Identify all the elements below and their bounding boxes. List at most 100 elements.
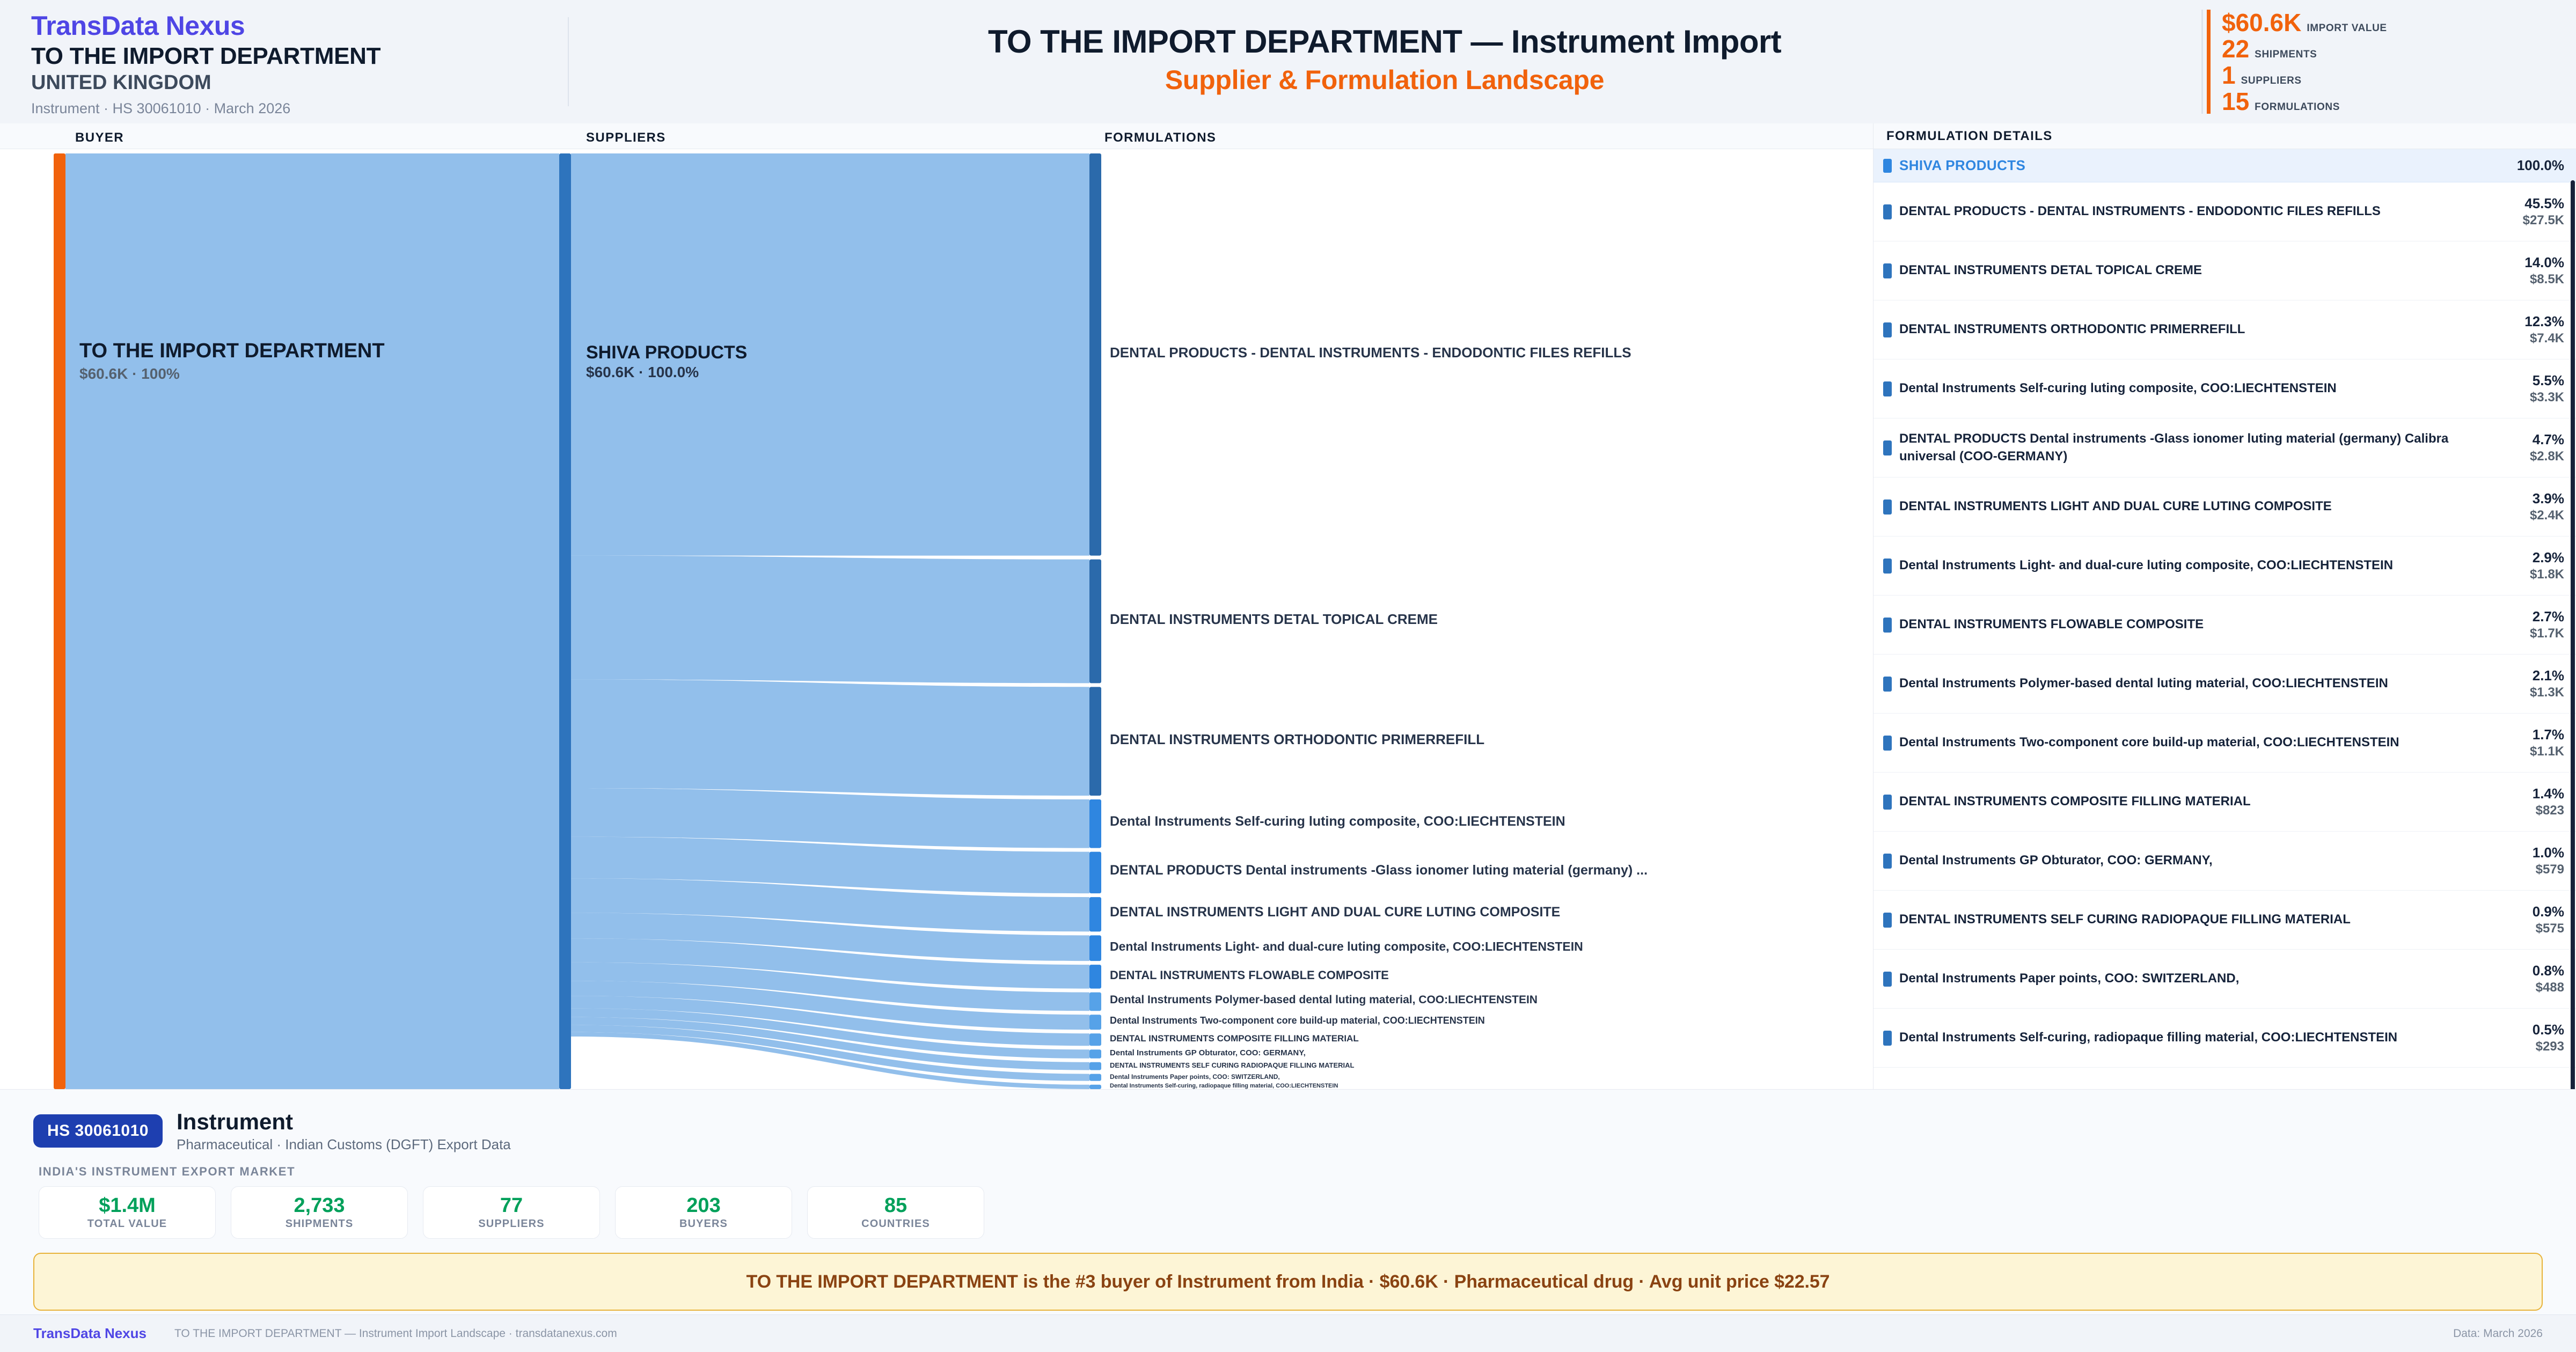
sankey-node-formulation[interactable] — [1089, 799, 1101, 848]
details-row[interactable]: Dental Instruments Polymer-based dental … — [1874, 655, 2576, 714]
sankey-link-supplier-formulation[interactable] — [571, 555, 1089, 684]
details-row[interactable]: Dental Instruments Light- and dual-cure … — [1874, 537, 2576, 596]
formulation-pct: 2.9% — [2532, 549, 2564, 566]
kpi-label: FORMULATIONS — [2255, 101, 2340, 113]
formulation-values: 1.4% $823 — [2494, 785, 2564, 819]
sankey-link-supplier-formulation[interactable] — [571, 938, 1089, 989]
sankey-node-formulation[interactable] — [1089, 1062, 1101, 1070]
formulation-name: Dental Instruments Paper points, COO: SW… — [1899, 971, 2240, 986]
kpi-value: $60.6K — [2222, 8, 2302, 36]
formulation-name: DENTAL INSTRUMENTS SELF CURING RADIOPAQU… — [1899, 912, 2351, 927]
details-row[interactable]: Dental Instruments Self-curing, radiopaq… — [1874, 1009, 2576, 1068]
kpi-rule-accent — [2207, 10, 2211, 114]
sankey-link-supplier-formulation[interactable] — [571, 153, 1089, 556]
details-row[interactable]: DENTAL INSTRUMENTS FLOWABLE COMPOSITE 2.7… — [1874, 596, 2576, 655]
sankey-node-formulation[interactable] — [1089, 559, 1101, 684]
sankey-node-formulation[interactable] — [1089, 153, 1101, 556]
header-country: UNITED KINGDOM — [31, 71, 211, 94]
formulation-color-chip — [1883, 912, 1892, 928]
sankey-chart-panel: BUYER SUPPLIERS FORMULATIONS TO THE IMPO… — [0, 123, 1873, 1089]
formulation-values: 0.5% $293 — [2494, 1021, 2564, 1055]
formulation-pct: 1.4% — [2532, 785, 2564, 802]
stat-card: 77 SUPPLIERS — [423, 1186, 600, 1239]
sankey-link-supplier-formulation[interactable] — [571, 836, 1089, 894]
header-left-block: TransData Nexus TO THE IMPORT DEPARTMENT… — [0, 0, 569, 123]
details-supplier-row[interactable]: SHIVA PRODUCTS 100.0% — [1874, 149, 2576, 182]
formulation-pct: 2.1% — [2532, 667, 2564, 684]
details-row[interactable]: Dental Instruments Two-component core bu… — [1874, 714, 2576, 773]
formulation-pct: 1.0% — [2532, 844, 2564, 861]
details-row[interactable]: DENTAL INSTRUMENTS COMPOSITE FILLING MAT… — [1874, 773, 2576, 832]
formulation-color-chip — [1883, 1030, 1892, 1046]
details-row[interactable]: DENTAL PRODUCTS - DENTAL INSTRUMENTS - E… — [1874, 182, 2576, 241]
formulation-amount: $579 — [2535, 862, 2564, 877]
sankey-link-supplier-formulation[interactable] — [571, 788, 1089, 848]
sankey-link-supplier-formulation[interactable] — [571, 1032, 1089, 1089]
formulation-pct: 3.9% — [2532, 490, 2564, 507]
page-title-buyer: TO THE IMPORT DEPARTMENT — [987, 23, 1462, 60]
sankey-node-formulation[interactable] — [1089, 1084, 1101, 1089]
details-row[interactable]: Dental Instruments Self-curing luting co… — [1874, 359, 2576, 418]
sankey-link-supplier-formulation[interactable] — [571, 962, 1089, 1011]
sankey-formulation-label: Dental Instruments Paper points, COO: SW… — [1110, 1072, 1280, 1081]
stat-value: 2,733 — [294, 1194, 345, 1217]
stat-value: 85 — [884, 1194, 908, 1217]
formulation-amount: $3.3K — [2529, 390, 2564, 405]
kpi-label: SUPPLIERS — [2241, 75, 2302, 86]
sankey-node-formulation[interactable] — [1089, 965, 1101, 989]
header-kpi-block: $60.6K IMPORT VALUE 22 SHIPMENTS 1 SUPPL… — [2200, 0, 2576, 123]
formulation-amount: $488 — [2535, 980, 2564, 995]
formulation-pct: 14.0% — [2524, 254, 2564, 271]
formulation-amount: $27.5K — [2522, 212, 2564, 227]
formulation-amount: $8.5K — [2529, 271, 2564, 286]
details-row[interactable]: DENTAL INSTRUMENTS ORTHODONTIC PRIMERREF… — [1874, 300, 2576, 359]
sankey-link-supplier-formulation[interactable] — [571, 1025, 1089, 1081]
sankey-node-formulation[interactable] — [1089, 935, 1101, 961]
sankey-node-formulation[interactable] — [1089, 1015, 1101, 1030]
sankey-link-supplier-formulation[interactable] — [571, 679, 1089, 796]
formulation-values: 1.0% $579 — [2494, 844, 2564, 878]
details-row[interactable]: DENTAL INSTRUMENTS DETAL TOPICAL CREME 14… — [1874, 241, 2576, 300]
sankey-link-supplier-formulation[interactable] — [571, 1008, 1089, 1059]
details-row[interactable]: Dental Instruments GP Obturator, COO: GE… — [1874, 832, 2576, 891]
sankey-node-formulation[interactable] — [1089, 851, 1101, 894]
sankey-svg — [54, 153, 1101, 1089]
formulation-pct: 4.7% — [2532, 431, 2564, 448]
details-scrollbar[interactable] — [2571, 180, 2575, 1089]
formulation-amount: $2.4K — [2529, 508, 2564, 523]
header-center-block: TO THE IMPORT DEPARTMENT — Instrument Im… — [569, 0, 2200, 123]
stat-card: $1.4M TOTAL VALUE — [39, 1186, 216, 1239]
sankey-link-supplier-formulation[interactable] — [571, 913, 1089, 961]
formulation-amount: $1.1K — [2529, 744, 2564, 759]
sankey-node-formulation[interactable] — [1089, 897, 1101, 932]
sankey-link-buyer-supplier[interactable] — [65, 153, 559, 1089]
sankey-link-supplier-formulation[interactable] — [571, 878, 1089, 932]
sankey-node-formulation[interactable] — [1089, 1049, 1101, 1059]
sankey-formulation-label: DENTAL PRODUCTS - DENTAL INSTRUMENTS - E… — [1110, 344, 1631, 361]
formulation-name: DENTAL INSTRUMENTS DETAL TOPICAL CREME — [1899, 263, 2202, 278]
details-row[interactable]: Dental Instruments Paper points, COO: SW… — [1874, 950, 2576, 1009]
sankey-link-supplier-formulation[interactable] — [571, 996, 1089, 1046]
details-row[interactable]: DENTAL INSTRUMENTS SELF CURING RADIOPAQU… — [1874, 891, 2576, 950]
details-row[interactable]: DENTAL PRODUCTS Dental instruments -Glas… — [1874, 418, 2576, 477]
kpi-list: $60.6K IMPORT VALUE 22 SHIPMENTS 1 SUPPL… — [2222, 10, 2387, 114]
details-row[interactable]: DENTAL INSTRUMENTS LIGHT AND DUAL CURE L… — [1874, 477, 2576, 537]
sankey-node-formulation[interactable] — [1089, 1074, 1101, 1081]
sankey-link-supplier-formulation[interactable] — [571, 1017, 1089, 1070]
page-title-rest: Instrument Import — [1511, 23, 1782, 60]
sankey-node-supplier[interactable] — [559, 153, 571, 1089]
sankey-node-formulation[interactable] — [1089, 687, 1101, 796]
sankey-link-supplier-formulation[interactable] — [571, 981, 1089, 1030]
header-divider — [568, 17, 569, 106]
details-list[interactable]: SHIVA PRODUCTS 100.0% DENTAL PRODUCTS - … — [1874, 149, 2576, 1089]
sankey-node-formulation[interactable] — [1089, 992, 1101, 1011]
sankey-node-formulation[interactable] — [1089, 1033, 1101, 1046]
formulation-values: 4.7% $2.8K — [2494, 431, 2564, 465]
hs-product-sub: Pharmaceutical · Indian Customs (DGFT) E… — [177, 1136, 511, 1153]
sankey-node-buyer[interactable] — [54, 153, 65, 1089]
supplier-color-chip — [1883, 158, 1892, 173]
kpi-value: 1 — [2222, 61, 2236, 89]
page-footer: TransData Nexus TO THE IMPORT DEPARTMENT… — [0, 1314, 2576, 1352]
formulation-pct: 2.7% — [2532, 608, 2564, 625]
formulation-color-chip — [1883, 204, 1892, 219]
